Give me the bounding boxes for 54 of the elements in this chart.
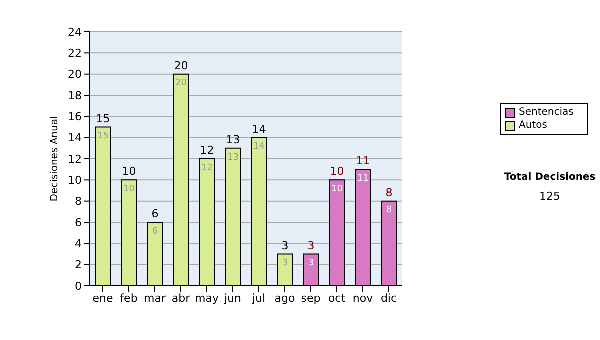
data-label: 3 [308, 258, 314, 269]
x-tick-label: dic [380, 292, 398, 305]
y-tick-label: 22 [68, 47, 82, 60]
data-label: 10 [331, 184, 344, 195]
y-axis-title: Decisiones Anual [50, 116, 61, 202]
total-label: 11 [356, 154, 370, 168]
y-tick-label: 18 [68, 89, 82, 102]
data-label: 13 [227, 152, 239, 163]
x-tick-label: abr [172, 292, 191, 305]
total-label: 14 [252, 122, 266, 136]
x-tick-label: nov [352, 292, 374, 305]
y-tick-label: 14 [68, 132, 82, 145]
y-tick-label: 2 [75, 258, 82, 272]
y-tick-label: 10 [68, 174, 82, 188]
y-tick-label: 8 [75, 195, 82, 208]
legend-label: Autos [519, 119, 548, 132]
y-tick-label: 16 [68, 110, 82, 124]
total-label: 20 [174, 59, 188, 72]
y-tick-label: 0 [75, 280, 82, 293]
x-tick-label: may [195, 292, 220, 305]
legend-label: Sentencias [519, 106, 574, 119]
total-label: 3 [282, 239, 289, 252]
text: 125 [538, 190, 562, 203]
y-tick-label: 20 [68, 68, 82, 82]
y-tick-label: 24 [68, 26, 82, 39]
y-tick-label: 12 [68, 152, 82, 166]
x-tick-label: jun [224, 292, 242, 305]
data-label: 8 [386, 206, 392, 216]
x-tick-label: oct [328, 292, 346, 305]
x-tick-label: ene [92, 292, 114, 305]
total-label: 8 [386, 186, 393, 200]
data-label: 6 [152, 226, 158, 237]
data-label: 10 [123, 184, 136, 195]
data-label: 15 [97, 132, 109, 142]
data-label: 11 [357, 174, 369, 184]
y-tick-label: 4 [75, 238, 82, 251]
total-label: 15 [96, 112, 110, 126]
x-tick-label: mar [144, 292, 166, 305]
total-label: 3 [308, 239, 315, 252]
x-tick-label: jul [251, 292, 266, 305]
x-tick-label: ago [274, 292, 296, 305]
total-label: 12 [200, 144, 214, 157]
x-tick-label: feb [120, 292, 138, 305]
x-tick-label: sep [301, 292, 321, 305]
total-label: 13 [226, 133, 240, 146]
y-tick-label: 6 [75, 216, 82, 230]
total-label: 10 [330, 165, 344, 178]
text: Total Decisiones [503, 172, 597, 183]
total-label: 6 [152, 208, 159, 220]
data-label: 3 [282, 258, 288, 269]
data-label: 14 [253, 142, 266, 152]
total-label: 10 [122, 165, 136, 178]
data-label: 20 [175, 78, 188, 89]
data-label: 12 [201, 163, 213, 174]
